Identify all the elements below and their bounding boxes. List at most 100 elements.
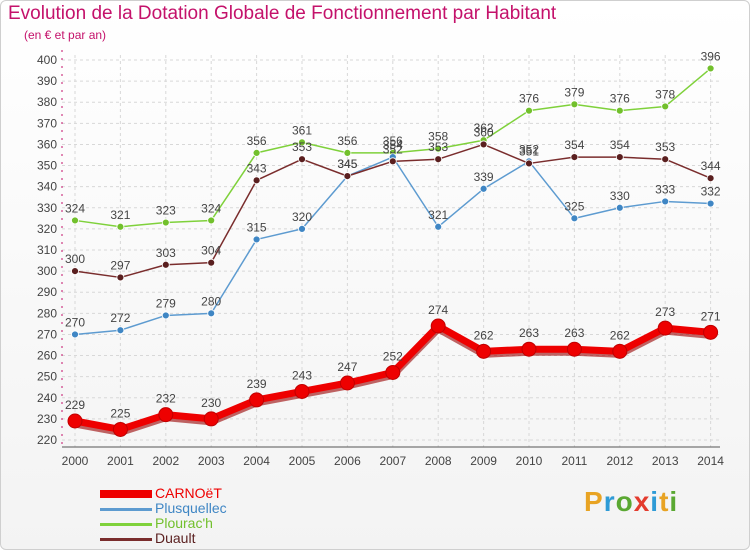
data-label-plusquellec: 272 [110,311,130,325]
data-point-carno-t [249,392,265,408]
logo-letter: r [603,486,616,517]
data-label-plourac-h: 379 [564,85,584,99]
data-label-carno-t: 271 [701,309,721,323]
data-label-carno-t: 229 [65,398,85,412]
y-tick-label: 300 [37,264,57,278]
data-point-plusquellec [479,184,488,193]
data-label-plourac-h: 378 [655,87,675,101]
data-point-duault [116,273,125,282]
logo-letter: i [650,486,660,517]
logo-letter: i [669,486,679,517]
x-tick-label: 2013 [652,454,679,468]
y-tick-label: 330 [37,201,57,215]
logo-letter: t [659,486,670,517]
y-tick-label: 240 [37,391,57,405]
y-tick-label: 270 [37,327,57,341]
data-label-duault: 354 [564,138,584,152]
logo-letter: x [633,486,651,517]
legend-swatch [100,523,152,526]
data-point-plusquellec [207,309,216,318]
data-point-carno-t [158,407,174,423]
data-point-carno-t [476,343,492,359]
data-point-plusquellec [661,197,670,206]
data-label-carno-t: 263 [519,326,539,340]
data-labels: 324 321 323 324 356 361 356 356 358 362 376 379 376 3… [65,49,721,420]
legend-swatch [100,538,152,541]
data-label-plourac-h: 324 [65,201,85,215]
data-label-plourac-h: 324 [201,201,221,215]
data-point-duault [479,140,488,149]
x-tick-label: 2001 [107,454,134,468]
data-label-plusquellec: 270 [65,315,85,329]
data-point-plourac-h [116,222,125,231]
data-label-duault: 344 [701,159,721,173]
legend-label: Duault [155,530,196,546]
data-point-carno-t [112,421,128,437]
data-label-duault: 343 [247,161,267,175]
y-tick-label: 280 [37,306,57,320]
data-point-plusquellec [161,311,170,320]
data-point-duault [661,155,670,164]
data-label-plourac-h: 356 [383,134,403,148]
data-point-duault [615,153,624,162]
data-label-duault: 345 [337,157,357,171]
data-label-plourac-h: 376 [519,92,539,106]
data-point-carno-t [294,383,310,399]
y-tick-label: 360 [37,137,57,151]
data-label-carno-t: 243 [292,368,312,382]
y-tick-label: 380 [37,95,57,109]
data-point-carno-t [657,320,673,336]
x-tick-label: 2009 [470,454,497,468]
data-label-plourac-h: 396 [701,49,721,63]
logo-letter: P [584,486,604,517]
data-label-carno-t: 225 [110,406,130,420]
y-tick-label: 290 [37,285,57,299]
data-point-duault [570,153,579,162]
data-point-duault [525,159,533,168]
data-label-duault: 300 [65,252,85,266]
data-label-duault: 303 [156,246,176,260]
data-label-plusquellec: 320 [292,210,312,224]
data-point-plusquellec [116,326,125,335]
x-tick-label: 2012 [606,454,633,468]
data-label-duault: 352 [383,142,403,156]
proxiti-logo: Proxiti [584,486,678,518]
data-point-duault [71,267,79,276]
data-point-duault [343,172,352,181]
data-point-duault [298,155,306,164]
data-label-plusquellec: 330 [610,189,630,203]
data-label-plourac-h: 323 [156,204,176,218]
data-point-carno-t [67,413,83,429]
data-point-plourac-h [161,218,170,227]
legend-swatch [100,508,152,511]
data-label-duault: 304 [201,244,221,258]
data-point-duault [161,260,170,269]
data-point-carno-t [612,343,628,359]
x-tick-label: 2014 [697,454,724,468]
data-label-plourac-h: 376 [610,92,630,106]
y-tick-label: 230 [37,412,57,426]
x-tick-label: 2000 [62,454,89,468]
y-tick-label: 350 [37,159,57,173]
data-point-plusquellec [706,199,715,208]
data-label-plusquellec: 332 [701,185,721,199]
data-label-carno-t: 273 [655,305,675,319]
data-label-plusquellec: 339 [474,170,494,184]
data-point-carno-t [203,411,219,427]
x-tick-label: 2003 [198,454,225,468]
x-tick-label: 2005 [289,454,316,468]
data-point-plourac-h [207,216,216,225]
data-label-plourac-h: 356 [337,134,357,148]
data-point-carno-t [703,324,719,340]
data-point-plusquellec [252,235,261,244]
chart-title: Evolution de la Dotation Globale de Fonc… [8,3,557,24]
data-point-plourac-h [661,102,670,111]
data-point-plourac-h [615,106,624,115]
y-tick-label: 400 [37,53,57,67]
data-point-plusquellec [298,224,306,233]
data-label-duault: 351 [519,144,539,158]
data-point-plusquellec [434,222,443,231]
series-lines [67,64,719,437]
